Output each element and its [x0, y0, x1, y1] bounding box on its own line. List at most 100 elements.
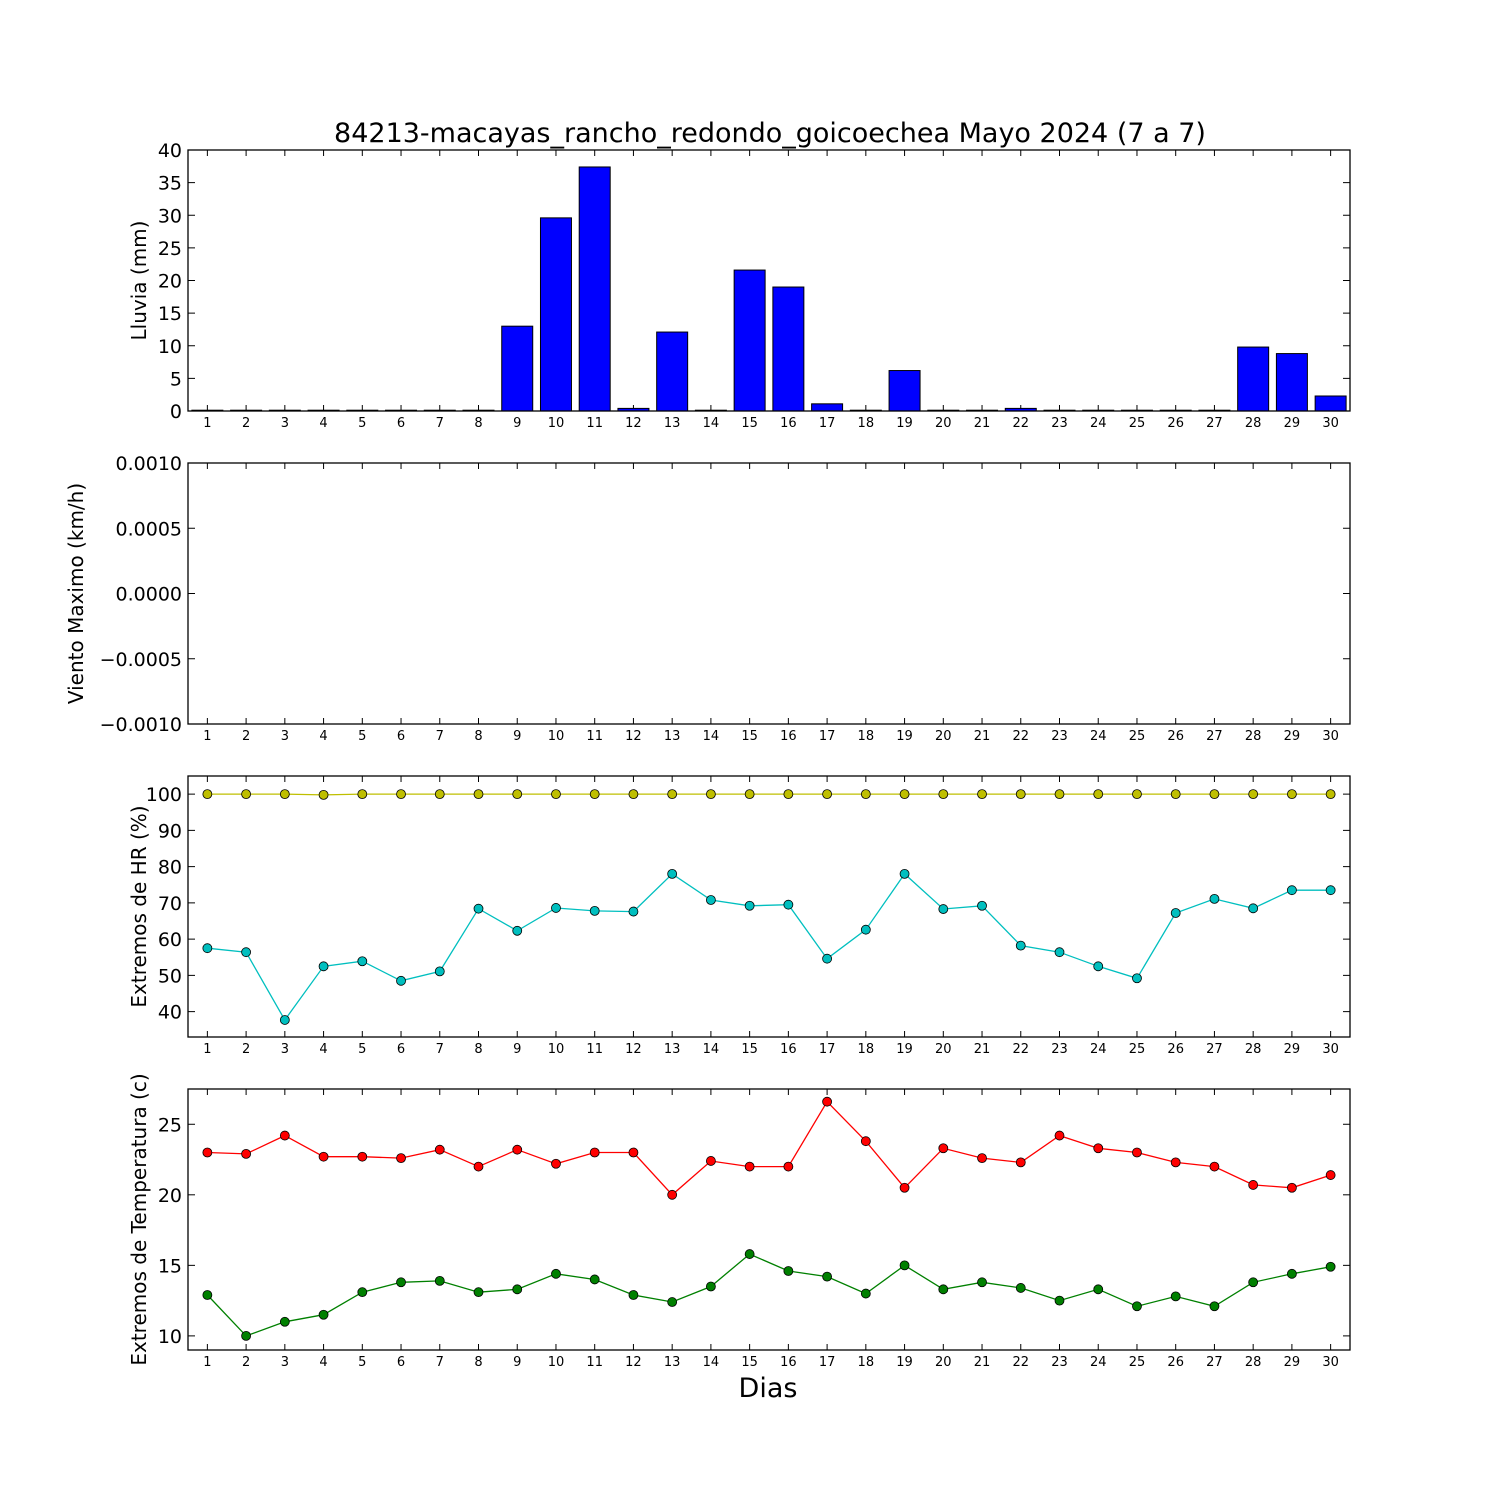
data-point	[1015, 940, 1026, 951]
x-tick-label: 3	[281, 729, 289, 744]
x-tick-label: 29	[1284, 729, 1301, 744]
data-point	[434, 966, 445, 977]
data-point	[1287, 885, 1297, 896]
x-tick-label: 24	[1090, 729, 1107, 744]
data-point	[744, 900, 755, 911]
data-point	[667, 868, 678, 879]
y-tick-label: 40	[158, 1002, 182, 1024]
bar	[578, 166, 611, 412]
bar	[888, 370, 921, 412]
data-point	[512, 1144, 523, 1155]
data-point	[1015, 1283, 1026, 1293]
data-point	[938, 1284, 949, 1295]
data-point	[706, 1281, 716, 1292]
x-tick-label: 25	[1129, 1355, 1146, 1370]
x-tick-label: 5	[358, 729, 366, 744]
series-line	[207, 872, 1331, 1022]
data-point	[473, 1287, 484, 1298]
data-point	[279, 1130, 290, 1141]
data-point	[977, 900, 987, 911]
data-point	[1325, 1170, 1336, 1180]
y-tick-label: 25	[158, 238, 182, 260]
y-tick-label: 0.0000	[116, 584, 182, 606]
x-tick-label: 29	[1284, 416, 1301, 431]
x-tick-label: 14	[703, 729, 720, 744]
x-tick-label: 2	[242, 729, 250, 744]
x-tick-label: 14	[703, 1042, 720, 1057]
data-point	[318, 961, 329, 972]
data-point	[1248, 1180, 1259, 1190]
x-tick-label: 9	[513, 416, 521, 431]
x-tick-label: 1	[203, 1042, 211, 1057]
data-point	[318, 1309, 329, 1320]
data-point	[1209, 789, 1220, 800]
y-tick-label: 90	[158, 820, 182, 842]
x-tick-label: 19	[896, 1042, 913, 1057]
x-tick-label: 23	[1051, 1355, 1068, 1370]
x-tick-label: 20	[935, 1042, 952, 1057]
data-point	[1287, 1182, 1297, 1193]
x-tick-label: 15	[741, 1355, 758, 1370]
x-tick-label: 18	[858, 416, 875, 431]
data-point	[357, 1151, 368, 1162]
y-axis-label: Viento Maximo (km/h)	[64, 483, 88, 704]
data-point	[1325, 885, 1336, 896]
y-axis-label: Lluvia (mm)	[127, 221, 151, 341]
data-point	[241, 947, 252, 958]
series-line	[207, 1100, 1331, 1196]
x-tick-label: 30	[1322, 416, 1339, 431]
x-tick-label: 30	[1322, 1042, 1339, 1057]
data-point	[396, 789, 406, 800]
y-tick-label: 0.0010	[116, 453, 182, 475]
data-point	[357, 789, 368, 800]
x-tick-label: 7	[436, 1355, 444, 1370]
data-point	[473, 903, 484, 914]
x-tick-label: 20	[935, 1355, 952, 1370]
data-point	[1209, 1301, 1220, 1312]
x-tick-label: 17	[819, 416, 836, 431]
x-tick-label: 11	[586, 1042, 603, 1057]
data-point	[1132, 789, 1142, 800]
x-tick-label: 10	[548, 1042, 565, 1057]
data-point	[783, 1161, 794, 1172]
bar	[1314, 395, 1347, 412]
bar	[501, 325, 534, 412]
x-tick-label: 14	[703, 1355, 720, 1370]
x-tick-label: 12	[625, 416, 642, 431]
data-point	[512, 1284, 523, 1295]
data-point	[357, 1287, 368, 1298]
data-point	[589, 1274, 600, 1285]
data-point	[860, 789, 871, 800]
x-tick-label: 18	[858, 729, 875, 744]
x-tick-label: 19	[896, 1355, 913, 1370]
y-tick-label: 15	[158, 303, 182, 325]
x-tick-label: 21	[974, 729, 991, 744]
data-point	[628, 789, 639, 800]
x-tick-label: 8	[474, 1042, 482, 1057]
data-point	[1054, 1295, 1065, 1306]
data-point	[279, 1316, 290, 1327]
data-point	[1132, 1301, 1142, 1312]
x-tick-label: 30	[1322, 729, 1339, 744]
x-tick-label: 14	[703, 416, 720, 431]
data-point	[977, 1277, 987, 1288]
x-tick-label: 17	[819, 1042, 836, 1057]
plot-frame	[187, 149, 1351, 412]
data-point	[1170, 908, 1181, 918]
data-point	[241, 1330, 252, 1341]
y-tick-label: 0	[170, 401, 182, 423]
data-point	[744, 789, 755, 800]
data-point	[551, 1268, 561, 1279]
y-tick-label: 20	[158, 271, 182, 293]
data-point	[1248, 789, 1259, 800]
data-point	[202, 1147, 213, 1158]
x-tick-label: 26	[1167, 1042, 1184, 1057]
data-point	[977, 789, 987, 800]
data-point	[396, 1277, 406, 1288]
x-tick-label: 24	[1090, 1042, 1107, 1057]
x-tick-label: 1	[203, 416, 211, 431]
x-tick-label: 20	[935, 729, 952, 744]
data-point	[202, 943, 213, 954]
data-point	[1325, 1261, 1336, 1272]
